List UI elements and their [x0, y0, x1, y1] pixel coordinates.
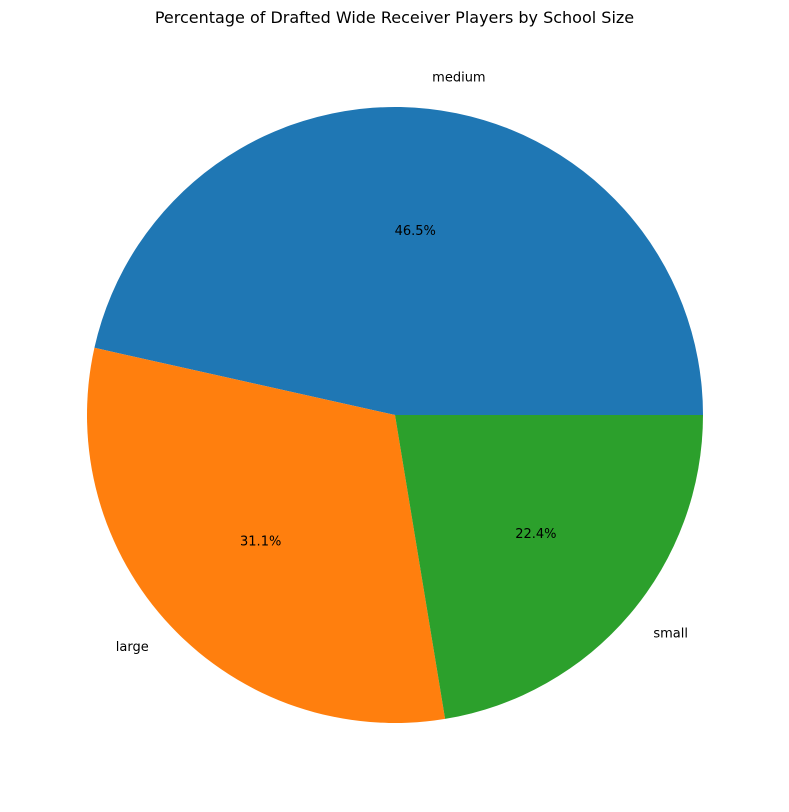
pie-slice-medium [94, 106, 703, 415]
chart-title: Percentage of Drafted Wide Receiver Play… [154, 8, 635, 27]
slice-label-medium: medium [432, 71, 485, 86]
pie-slice-large [87, 347, 446, 723]
pct-label-medium: 46.5% [395, 224, 436, 239]
pie-labels: medium 46.5% large 31.1% small 22.4% [116, 71, 688, 655]
pct-label-small: 22.4% [515, 527, 556, 542]
slice-label-small: small [653, 627, 688, 642]
pie-slice-small [395, 415, 703, 719]
pct-label-large: 31.1% [240, 534, 281, 549]
slice-label-large: large [116, 640, 149, 655]
pie-slices [87, 106, 703, 723]
